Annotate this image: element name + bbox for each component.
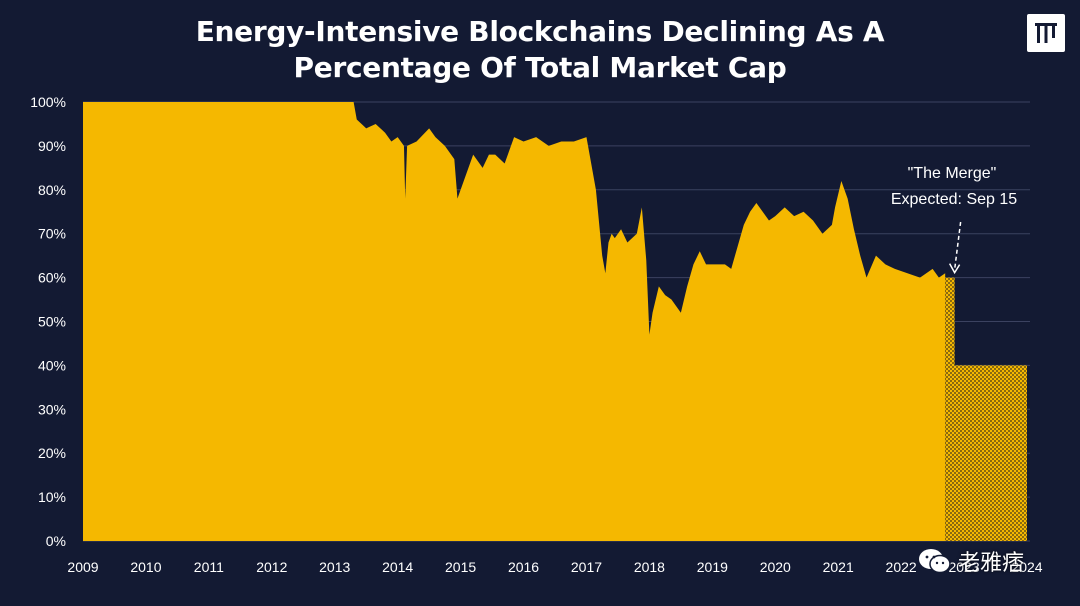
x-tick-label: 2019 [697, 559, 728, 575]
annotation-line-1: "The Merge" [908, 165, 997, 182]
watermark-text: 老雅痞 [958, 551, 1025, 576]
x-tick-label: 2011 [194, 559, 224, 575]
y-tick-label: 90% [38, 138, 66, 154]
y-tick-label: 10% [38, 489, 66, 505]
x-axis: 2009 2010 2011 2012 2013 2014 2015 2016 2017 2018… [67, 559, 1042, 575]
y-tick-label: 40% [38, 357, 66, 373]
watermark: 老雅痞 [918, 541, 1024, 581]
chart-title-line-2: Percentage Of Total Market Cap [293, 51, 787, 84]
annotation-line-2: Expected: Sep 15 [891, 191, 1017, 208]
x-tick-label: 2020 [760, 559, 791, 575]
chart-title-line-1: Energy-Intensive Blockchains Declining A… [195, 15, 885, 48]
market-cap-share-area [83, 102, 946, 541]
publisher-logo-icon [1027, 14, 1065, 52]
y-tick-label: 0% [46, 533, 66, 549]
y-tick-label: 70% [38, 226, 66, 242]
x-tick-label: 2013 [319, 559, 350, 575]
x-tick-label: 2018 [634, 559, 665, 575]
x-tick-label: 2023 [948, 559, 979, 575]
annotation-arrowhead [948, 263, 961, 275]
wechat-icon [919, 549, 951, 574]
y-tick-label: 80% [38, 182, 66, 198]
x-tick-label: 2024 [1011, 559, 1042, 575]
plot-area [83, 102, 1027, 541]
merge-annotation: "The Merge" Expected: Sep 15 [891, 165, 1017, 275]
x-tick-label: 2021 [823, 559, 854, 575]
x-tick-label: 2012 [256, 559, 287, 575]
y-tick-label: 100% [30, 94, 66, 110]
y-tick-label: 30% [38, 401, 66, 417]
projection-area [945, 277, 1027, 541]
y-tick-label: 20% [38, 445, 66, 461]
x-tick-label: 2022 [886, 559, 917, 575]
chart-title: Energy-Intensive Blockchains Declining A… [0, 14, 1080, 86]
y-axis: 0% 10% 20% 30% 40% 50% 60% 70% 80% 90% 100% [30, 94, 66, 549]
y-tick-label: 50% [38, 314, 66, 330]
x-tick-label: 2014 [382, 559, 413, 575]
x-tick-label: 2017 [571, 559, 602, 575]
x-tick-label: 2010 [130, 559, 161, 575]
x-tick-label: 2015 [445, 559, 476, 575]
annotation-arrow [953, 221, 962, 270]
x-tick-label: 2009 [67, 559, 98, 575]
y-tick-label: 60% [38, 270, 66, 286]
x-tick-label: 2016 [508, 559, 539, 575]
